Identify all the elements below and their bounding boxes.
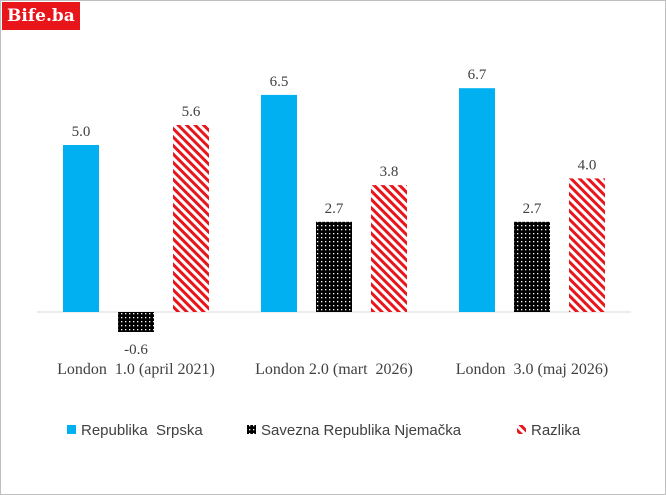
value-label-3-3: 4.0 <box>578 157 597 173</box>
bar-2-3 <box>514 221 550 312</box>
bar-3-3 <box>569 178 605 312</box>
value-label-2-1: -0.6 <box>124 342 148 358</box>
value-label-2-2: 2.7 <box>325 201 344 217</box>
value-label-1-1: 5.0 <box>72 124 91 140</box>
legend-swatch-1 <box>67 425 76 434</box>
value-label-1-3: 6.7 <box>468 67 487 83</box>
bar-2-1 <box>118 312 154 332</box>
bar-2-2 <box>316 221 352 312</box>
watermark-logo: Bife.ba <box>2 2 80 30</box>
category-label-1: London 1.0 (april 2021) <box>57 361 215 378</box>
legend-label-2: Savezna Republika Njemačka <box>261 422 462 439</box>
category-label-2: London 2.0 (mart 2026) <box>255 361 413 378</box>
value-label-1-2: 6.5 <box>270 74 289 90</box>
bar-1-2 <box>261 94 297 313</box>
bar-3-2 <box>371 185 407 312</box>
value-label-2-3: 2.7 <box>523 201 542 217</box>
value-label-3-1: 5.6 <box>182 104 201 120</box>
legend-label-1: Republika Srpska <box>81 422 203 439</box>
legend-swatch-2 <box>247 425 256 434</box>
bar-1-1 <box>63 145 99 312</box>
bar-1-3 <box>459 88 495 312</box>
value-label-3-2: 3.8 <box>380 164 399 180</box>
legend-label-3: Razlika <box>531 422 581 439</box>
bar-3-1 <box>173 125 209 312</box>
legend-swatch-3 <box>517 425 526 434</box>
category-label-3: London 3.0 (maj 2026) <box>456 361 608 378</box>
